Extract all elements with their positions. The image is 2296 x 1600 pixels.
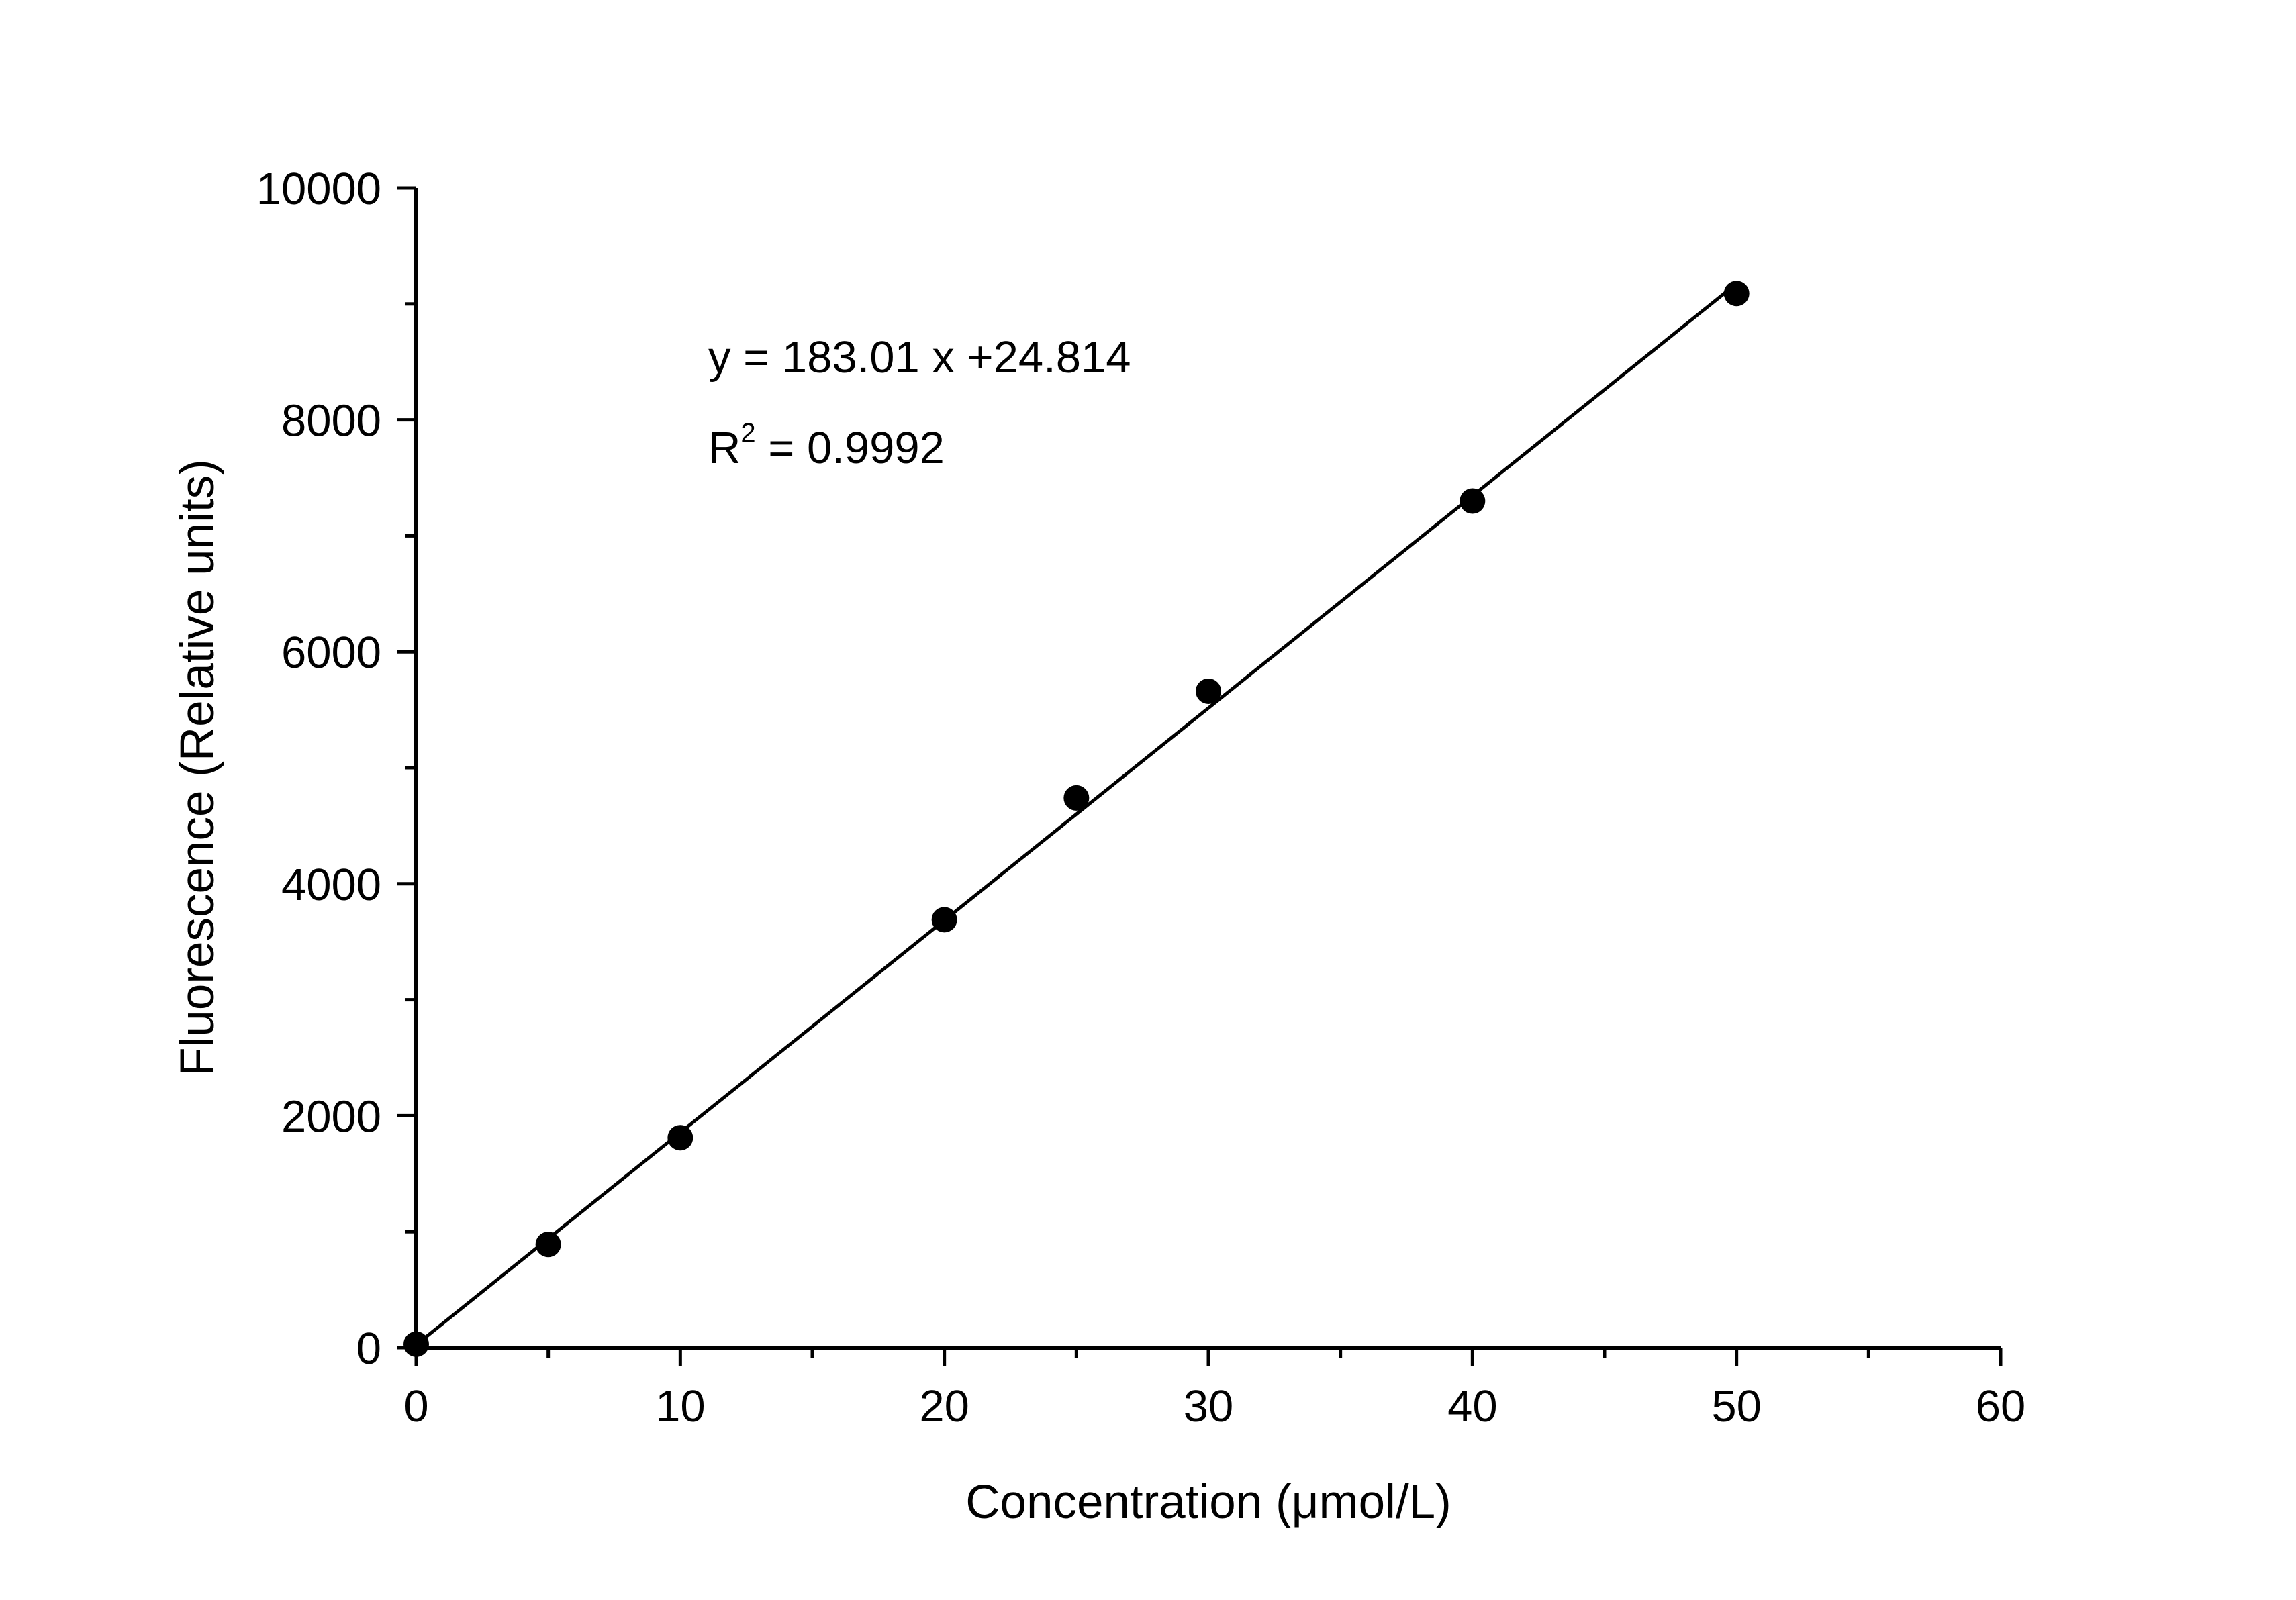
y-tick-label: 2000 xyxy=(281,1091,381,1142)
data-point xyxy=(1063,785,1090,811)
fit-line-group xyxy=(415,282,1738,1346)
r-squared-symbol: R xyxy=(708,423,740,473)
data-points xyxy=(403,281,1750,1357)
r-squared-annotation: R2 = 0.9992 xyxy=(708,418,945,473)
data-point xyxy=(931,907,957,933)
data-point xyxy=(535,1232,561,1258)
data-point xyxy=(403,1331,429,1357)
y-tick-label: 10000 xyxy=(256,164,381,214)
linear-fit-line xyxy=(415,282,1738,1346)
x-tick-label: 0 xyxy=(403,1381,428,1432)
r-squared-superscript: 2 xyxy=(740,418,755,448)
axes xyxy=(414,188,2001,1350)
x-tick-label: 10 xyxy=(655,1381,706,1432)
axis-ticks: 0 10 20 30 40 50 60 0 2000 4000 6000 8000 10000 xyxy=(256,164,2026,1432)
x-tick-label: 40 xyxy=(1447,1381,1498,1432)
y-tick-label: 6000 xyxy=(281,628,381,678)
y-axis-title: Fluorescence (Relative units) xyxy=(171,459,224,1076)
data-point xyxy=(1723,281,1750,307)
x-tick-label: 20 xyxy=(919,1381,969,1432)
x-tick-label: 50 xyxy=(1711,1381,1762,1432)
x-tick-label: 60 xyxy=(1976,1381,2026,1432)
x-tick-label: 30 xyxy=(1184,1381,1234,1432)
data-point xyxy=(667,1125,693,1151)
fit-equation: y = 183.01 x +24.814 xyxy=(708,332,1131,383)
data-point xyxy=(1196,678,1221,704)
y-tick-label: 0 xyxy=(356,1323,381,1374)
y-tick-label: 8000 xyxy=(281,396,381,446)
x-axis-title: Concentration (μmol/L) xyxy=(965,1476,1451,1529)
y-tick-label: 4000 xyxy=(281,860,381,910)
data-point xyxy=(1460,488,1486,514)
r-squared-value: = 0.9992 xyxy=(756,423,945,473)
